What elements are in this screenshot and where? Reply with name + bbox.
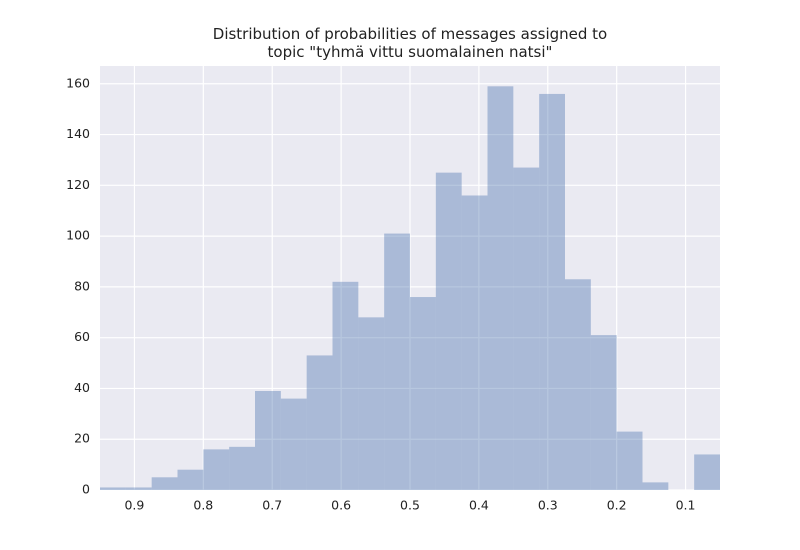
y-tick-label: 140 [66,126,90,141]
bar [125,487,152,490]
bar [100,487,126,490]
bar [461,195,488,490]
y-tick-label: 60 [74,329,90,344]
x-tick-label: 0.2 [607,498,627,513]
x-tick-label: 0.1 [676,498,696,513]
x-tick-label: 0.6 [331,498,351,513]
y-tick-label: 20 [74,431,90,446]
y-tick-label: 80 [74,278,90,293]
bar [358,317,385,490]
bar [384,233,410,491]
bar [280,398,307,490]
bar [513,167,540,490]
bar [694,454,720,490]
bar [435,172,462,490]
bar [565,279,591,490]
bar [255,390,281,490]
x-tick-label: 0.7 [262,498,282,513]
bar [616,431,643,490]
y-tick-label: 40 [74,380,90,395]
y-tick-label: 120 [66,177,90,192]
x-tick-label: 0.8 [193,498,213,513]
bar [203,449,230,490]
x-tick-label: 0.4 [469,498,489,513]
bar [229,446,255,490]
bar [177,469,204,490]
bar [151,477,178,490]
bar [539,93,565,490]
bar [410,297,436,490]
x-tick-label: 0.5 [400,498,420,513]
bar [642,482,669,490]
y-tick-label: 0 [82,482,90,497]
bar [306,355,333,490]
bar [487,86,514,491]
bar [332,281,359,490]
x-tick-label: 0.3 [538,498,558,513]
y-tick-label: 160 [66,75,90,90]
y-tick-label: 100 [66,228,90,243]
bar [590,335,617,490]
x-tick-label: 0.9 [124,498,144,513]
chart-title: Distribution of probabilities of message… [212,25,608,61]
